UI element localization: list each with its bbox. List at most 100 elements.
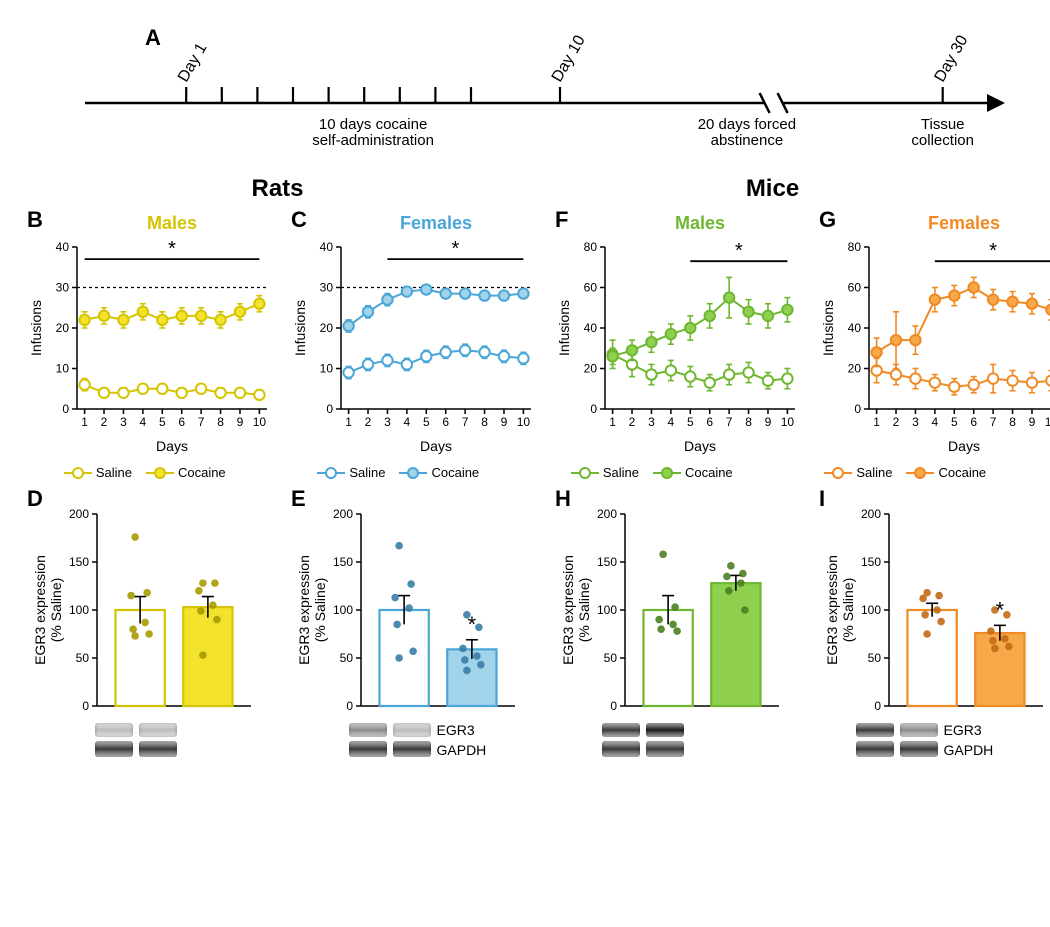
svg-text:20: 20 bbox=[56, 321, 70, 335]
svg-text:200: 200 bbox=[69, 507, 89, 521]
bar-charts-row: D050100150200EGR3 expression(% Saline) E… bbox=[25, 486, 1025, 716]
svg-text:*: * bbox=[996, 597, 1005, 622]
svg-text:7: 7 bbox=[726, 415, 733, 429]
western-blot-band bbox=[95, 723, 133, 737]
svg-text:10: 10 bbox=[517, 415, 531, 429]
svg-text:Days: Days bbox=[420, 438, 452, 454]
svg-text:G: G bbox=[819, 207, 836, 232]
svg-text:4: 4 bbox=[668, 415, 675, 429]
svg-text:3: 3 bbox=[120, 415, 127, 429]
svg-text:20: 20 bbox=[584, 362, 598, 376]
svg-text:Day 1: Day 1 bbox=[175, 40, 211, 85]
chart-G: GFemales02040608012345678910DaysInfusion… bbox=[817, 207, 1050, 457]
svg-text:Males: Males bbox=[147, 213, 197, 233]
legends-row: SalineCocaine SalineCocaine SalineCocain… bbox=[25, 461, 1025, 480]
svg-text:3: 3 bbox=[648, 415, 655, 429]
svg-text:0: 0 bbox=[326, 402, 333, 416]
svg-text:1: 1 bbox=[873, 415, 880, 429]
western-blot-band bbox=[856, 741, 894, 757]
svg-text:0: 0 bbox=[62, 402, 69, 416]
svg-text:50: 50 bbox=[868, 651, 882, 665]
blot-H bbox=[532, 722, 772, 758]
legend-G: SalineCocaine bbox=[786, 465, 1026, 480]
western-blot-band bbox=[900, 723, 938, 737]
svg-text:*: * bbox=[989, 240, 997, 262]
legend-item: Cocaine bbox=[399, 465, 479, 480]
svg-text:*: * bbox=[735, 240, 743, 262]
svg-text:20: 20 bbox=[320, 321, 334, 335]
svg-text:(% Saline): (% Saline) bbox=[576, 578, 592, 643]
blot-label-gapdh: GAPDH bbox=[944, 742, 994, 758]
svg-text:H: H bbox=[555, 486, 571, 511]
svg-text:I: I bbox=[819, 486, 825, 511]
svg-text:10 days cocaine: 10 days cocaine bbox=[319, 116, 427, 133]
svg-text:E: E bbox=[291, 486, 306, 511]
western-blot-band bbox=[393, 723, 431, 737]
svg-text:Infusions: Infusions bbox=[292, 300, 308, 356]
western-blot-band bbox=[393, 741, 431, 757]
svg-text:7: 7 bbox=[198, 415, 205, 429]
svg-text:200: 200 bbox=[597, 507, 617, 521]
svg-text:9: 9 bbox=[501, 415, 508, 429]
svg-text:C: C bbox=[291, 207, 307, 232]
svg-text:1: 1 bbox=[609, 415, 616, 429]
svg-text:10: 10 bbox=[320, 362, 334, 376]
svg-text:collection: collection bbox=[911, 132, 974, 149]
svg-text:3: 3 bbox=[912, 415, 919, 429]
svg-text:EGR3 expression: EGR3 expression bbox=[32, 555, 48, 665]
svg-text:200: 200 bbox=[333, 507, 353, 521]
svg-text:F: F bbox=[555, 207, 568, 232]
svg-text:1: 1 bbox=[81, 415, 88, 429]
svg-text:2: 2 bbox=[365, 415, 372, 429]
western-blot-band bbox=[349, 741, 387, 757]
svg-text:50: 50 bbox=[340, 651, 354, 665]
svg-text:150: 150 bbox=[597, 555, 617, 569]
svg-text:Days: Days bbox=[948, 438, 980, 454]
svg-text:A: A bbox=[145, 25, 161, 50]
svg-text:6: 6 bbox=[706, 415, 713, 429]
svg-text:9: 9 bbox=[237, 415, 244, 429]
svg-text:100: 100 bbox=[597, 603, 617, 617]
svg-text:6: 6 bbox=[178, 415, 185, 429]
legend-item: Saline bbox=[571, 465, 639, 480]
legend-item: Cocaine bbox=[906, 465, 986, 480]
western-blot-band bbox=[139, 741, 177, 757]
svg-text:Days: Days bbox=[156, 438, 188, 454]
svg-text:9: 9 bbox=[1029, 415, 1036, 429]
western-blot-band bbox=[349, 723, 387, 737]
legend-item: Cocaine bbox=[653, 465, 733, 480]
svg-text:7: 7 bbox=[462, 415, 469, 429]
legend-item: Cocaine bbox=[146, 465, 226, 480]
svg-text:10: 10 bbox=[253, 415, 267, 429]
svg-text:2: 2 bbox=[893, 415, 900, 429]
blot-I: EGR3GAPDH bbox=[786, 722, 1026, 758]
species-label-mice: Mice bbox=[525, 175, 1020, 203]
svg-text:100: 100 bbox=[69, 603, 89, 617]
svg-text:8: 8 bbox=[481, 415, 488, 429]
svg-text:Day 30: Day 30 bbox=[931, 33, 971, 85]
legend-item: Saline bbox=[64, 465, 132, 480]
svg-text:Infusions: Infusions bbox=[28, 300, 44, 356]
svg-text:150: 150 bbox=[333, 555, 353, 569]
legend-B: Saline Cocaine bbox=[25, 465, 265, 480]
svg-text:5: 5 bbox=[159, 415, 166, 429]
svg-text:10: 10 bbox=[781, 415, 795, 429]
western-blot-band bbox=[95, 741, 133, 757]
svg-text:6: 6 bbox=[970, 415, 977, 429]
svg-text:9: 9 bbox=[765, 415, 772, 429]
svg-text:20: 20 bbox=[848, 362, 862, 376]
svg-text:80: 80 bbox=[584, 240, 598, 254]
svg-text:40: 40 bbox=[320, 240, 334, 254]
western-blot-band bbox=[139, 723, 177, 737]
svg-text:100: 100 bbox=[333, 603, 353, 617]
svg-text:abstinence: abstinence bbox=[711, 132, 784, 149]
svg-text:40: 40 bbox=[584, 321, 598, 335]
panel-a-timeline: ADay 1Day 10Day 3010 days cocaineself-ad… bbox=[35, 15, 1015, 165]
svg-text:8: 8 bbox=[1009, 415, 1016, 429]
svg-text:100: 100 bbox=[861, 603, 881, 617]
blot-E: EGR3GAPDH bbox=[279, 722, 519, 758]
svg-text:0: 0 bbox=[346, 699, 353, 713]
svg-text:10: 10 bbox=[1045, 415, 1050, 429]
svg-text:Tissue: Tissue bbox=[921, 116, 965, 133]
svg-text:(% Saline): (% Saline) bbox=[312, 578, 328, 643]
